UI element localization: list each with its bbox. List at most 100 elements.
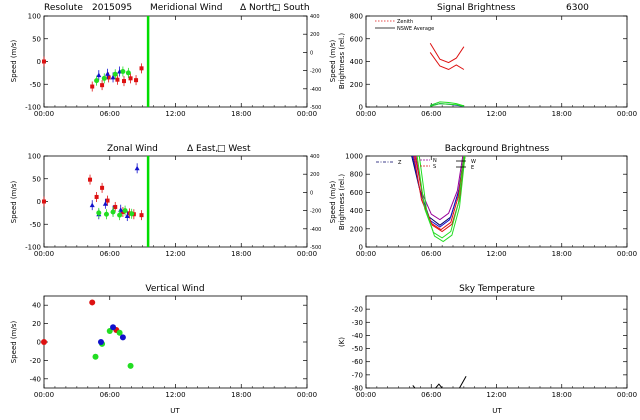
meridional-ytick-label: 100 [28, 13, 41, 21]
signal-plot: 0 200 400 600 800 00:00 06:00 12:00 18:00 00:00 [350, 13, 637, 119]
background-ytick-label: 400 [350, 207, 363, 215]
date-code: 2015095 [92, 3, 132, 13]
vertical-ytick-label: -20 [30, 357, 41, 365]
zonal-y2label: Speed (m/s) [329, 181, 337, 224]
signal-line-green-upper [430, 101, 465, 107]
signal-xtick-label: 18:00 [552, 110, 572, 118]
zonal-point-red [88, 177, 93, 182]
sky-xtick-label: 06:00 [421, 391, 441, 399]
meridional-y2tick-label: 0 [310, 50, 313, 56]
zonal-point-blue [134, 165, 140, 171]
meridional-legend-south: □ South [272, 3, 310, 13]
vertical-plot: -40 -20 0 20 40 00:00 06:00 12:00 18:00 00:00 [30, 296, 317, 399]
zonal-ytick-label: -50 [30, 221, 41, 229]
sky-ytick-label: -30 [352, 319, 363, 327]
sky-line-seg-2 [435, 383, 443, 389]
signal-ylabel: Brightness (rel.) [338, 33, 346, 89]
zonal-point-green [122, 208, 128, 214]
sky-xtick-label: 00:00 [617, 391, 637, 399]
vertical-point-blue [97, 339, 104, 345]
vertical-point-red [89, 299, 96, 306]
background-line-red-1 [413, 155, 465, 231]
meridional-point-blue [110, 74, 116, 80]
signal-xtick-label: 12:00 [486, 110, 506, 118]
sky-ytick-label: -20 [352, 306, 363, 314]
zonal-point-green [96, 210, 102, 216]
meridional-ytick-label: -50 [30, 81, 41, 89]
background-legend-e: E [471, 165, 474, 171]
vertical-point-red [41, 339, 47, 345]
meridional-xtick-label: 06:00 [100, 110, 120, 118]
meridional-point-red [139, 66, 144, 71]
zonal-point-blue [102, 201, 108, 206]
vertical-point-green [116, 329, 123, 336]
meridional-xtick-label: 12:00 [165, 110, 185, 118]
vertical-ytick-label: 20 [32, 320, 41, 328]
meridional-frame [43, 15, 308, 108]
background-title: Background Brightness [445, 144, 550, 154]
zonal-legend-west: □ West [217, 144, 251, 154]
sky-ytick-label: -80 [352, 385, 363, 393]
panel-signal: Signal Brightness 6300 Brightness (rel.)… [338, 3, 637, 118]
meridional-point-red [106, 75, 111, 80]
vertical-ylabel: Speed (m/s) [10, 321, 18, 364]
meridional-point-red [42, 59, 46, 64]
meridional-point-red [90, 84, 95, 89]
background-xtick-label: 06:00 [421, 250, 441, 258]
meridional-point-red [121, 79, 126, 84]
signal-ytick-label: 600 [350, 35, 363, 43]
panel-vertical: Vertical Wind Speed (m/s) UT -40 -20 0 20 40… [10, 284, 317, 415]
vertical-xtick-label: 00:00 [34, 391, 54, 399]
sky-xlabel: UT [492, 407, 502, 415]
sky-title: Sky Temperature [459, 284, 535, 294]
panel-sky: Sky Temperature (K) UT -80 -70 -60 -50 -40 -3… [338, 284, 637, 415]
zonal-ytick-label: 100 [28, 153, 41, 161]
meridional-xtick-label: 00:00 [34, 110, 54, 118]
background-xtick-label: 00:00 [356, 250, 376, 258]
zonal-point-red [120, 209, 125, 214]
meridional-point-blue [105, 71, 111, 76]
vertical-point-green [127, 362, 134, 369]
sky-plot: -80 -70 -60 -50 -40 -30 -20 00:00 06:00 12:00 18:0… [352, 296, 637, 399]
zonal-point-red [94, 194, 99, 199]
zonal-xtick-label: 00:00 [297, 250, 317, 258]
background-plot: 0 200 400 600 800 1000 00:00 06:00 12:00 18:00 00:… [345, 153, 637, 259]
vertical-xtick-label: 18:00 [231, 391, 251, 399]
zonal-title: Zonal Wind [107, 144, 158, 154]
zonal-y2tick-label: -200 [310, 209, 321, 215]
signal-legend-average: NSWE Average [397, 26, 434, 32]
background-xtick-label: 18:00 [552, 250, 572, 258]
meridional-legend-north: Δ North, [240, 3, 277, 13]
meridional-y2tick-label: -400 [310, 87, 321, 93]
sky-ytick-label: -50 [352, 345, 363, 353]
meridional-point-red [100, 83, 105, 88]
vertical-point-blue [110, 324, 117, 331]
zonal-point-red [139, 213, 144, 218]
sky-ylabel: (K) [338, 337, 346, 347]
background-ytick-label: 1000 [345, 153, 363, 161]
signal-xtick-label: 06:00 [421, 110, 441, 118]
background-line-green-1 [416, 155, 465, 239]
meridional-point-red [128, 76, 133, 81]
meridional-ytick-label: 0 [37, 58, 41, 66]
background-ytick-label: 600 [350, 189, 363, 197]
signal-ytick-label: 0 [359, 104, 363, 112]
zonal-y2tick-label: -400 [310, 227, 321, 233]
vertical-xtick-label: 06:00 [100, 391, 120, 399]
zonal-ytick-label: 0 [37, 198, 41, 206]
signal-legend-zenith: Zenith [397, 19, 413, 25]
background-frame [365, 155, 628, 248]
zonal-point-green [103, 211, 109, 217]
zonal-xtick-label: 18:00 [231, 250, 251, 258]
signal-line-red-upper [429, 43, 465, 64]
panel-background: Background Brightness Brightness (rel.) … [338, 144, 637, 258]
zonal-frame [43, 155, 308, 248]
zonal-point-red [42, 199, 46, 204]
zonal-xtick-label: 06:00 [100, 250, 120, 258]
meridional-y2tick-label: -200 [310, 69, 321, 75]
sky-ytick-label: -40 [352, 332, 363, 340]
background-legend-s: S [433, 164, 436, 170]
zonal-point-blue [118, 207, 124, 212]
sky-frame [365, 295, 628, 389]
